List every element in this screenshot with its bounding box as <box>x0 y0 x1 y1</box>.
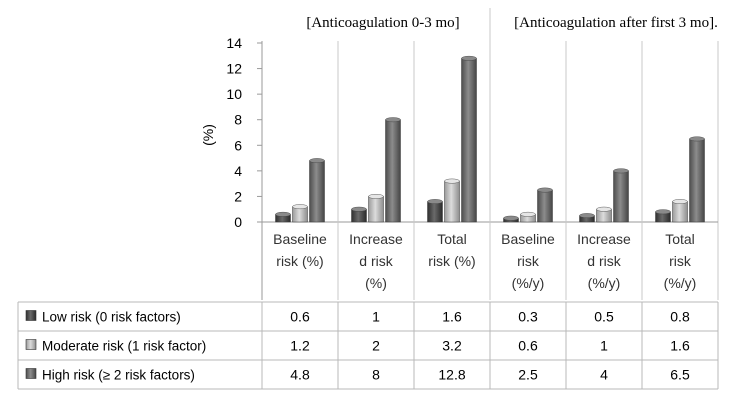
y-axis-label: (%) <box>200 124 216 146</box>
table-value: 12.8 <box>438 367 465 383</box>
category-label: risk <box>669 253 692 269</box>
category-label: Increase <box>349 231 403 247</box>
bar-top-cap <box>503 215 519 221</box>
bar-top-cap <box>427 199 443 204</box>
table-value: 4.8 <box>290 367 310 383</box>
group-header-after-3-months: [Anticoagulation after first 3 mo]. <box>514 15 718 31</box>
legend-label: Low risk (0 risk factors) <box>42 310 181 325</box>
table-value: 1 <box>600 338 608 354</box>
category-label: Baseline <box>501 231 555 247</box>
bar-high-risk <box>537 189 553 223</box>
bar-top-cap <box>672 199 688 204</box>
category-label: (%) <box>365 275 387 291</box>
bar-moderate-risk <box>444 180 460 223</box>
bar-high-risk <box>309 160 325 223</box>
category-label: risk (%) <box>428 253 475 269</box>
bar-top-cap <box>655 209 671 215</box>
bar-moderate-risk <box>672 201 688 223</box>
category-label: Total <box>437 231 467 247</box>
table-value: 4 <box>600 367 608 383</box>
bar-top-cap <box>385 117 401 123</box>
bar-top-cap <box>351 206 367 212</box>
category-label: (%/y) <box>664 275 697 291</box>
bar-high-risk <box>613 170 629 223</box>
bar-top-cap <box>275 211 291 217</box>
bar-top-cap <box>613 168 629 174</box>
bar-top-cap <box>292 204 308 210</box>
bar-top-cap <box>461 55 477 61</box>
legend-swatch-high <box>25 368 37 379</box>
chart-bars <box>25 55 705 379</box>
table-value: 0.8 <box>670 309 690 325</box>
category-label: d risk <box>587 253 621 269</box>
bar-moderate-risk <box>368 196 384 223</box>
category-label: (%/y) <box>512 275 545 291</box>
bar-top-cap <box>579 213 595 219</box>
table-value: 0.6 <box>518 338 538 354</box>
bar-top-cap <box>689 136 705 142</box>
category-label: d risk <box>359 253 393 269</box>
bar-top-cap <box>309 158 325 164</box>
legend-label: Moderate risk (1 risk factor) <box>42 339 206 354</box>
y-tick-label: 4 <box>234 163 242 179</box>
table-value: 2 <box>372 338 380 354</box>
bar-low-risk <box>427 201 443 223</box>
bar-high-risk <box>461 58 477 223</box>
table-value: 1 <box>372 309 380 325</box>
table-value: 0.5 <box>594 309 614 325</box>
chart-grid-lines <box>17 8 719 390</box>
bar-high-risk <box>385 119 401 223</box>
bar-top-cap <box>444 178 460 184</box>
y-tick-label: 14 <box>226 35 242 51</box>
bar-top-cap <box>537 187 553 193</box>
legend-swatch-low <box>25 310 37 321</box>
table-value: 1.2 <box>290 338 310 354</box>
table-value: 1.6 <box>442 309 462 325</box>
y-tick-label: 10 <box>226 86 242 102</box>
category-label: Total <box>665 231 695 247</box>
category-label: Baseline <box>273 231 327 247</box>
table-value: 0.6 <box>290 309 310 325</box>
category-label: risk (%) <box>276 253 323 269</box>
y-tick-label: 2 <box>234 188 242 204</box>
bar-top-cap <box>368 194 384 199</box>
group-header-0-3-months: [Anticoagulation 0-3 mo] <box>306 15 459 31</box>
bar-high-risk <box>689 138 705 223</box>
y-tick-label: 8 <box>234 112 242 128</box>
y-tick-label: 6 <box>234 137 242 153</box>
category-label: Increase <box>577 231 631 247</box>
table-value: 0.3 <box>518 309 538 325</box>
legend-label: High risk (≥ 2 risk factors) <box>42 368 195 383</box>
legend-swatch-moderate <box>25 339 37 350</box>
y-tick-label: 0 <box>234 214 242 230</box>
y-tick-label: 12 <box>226 61 242 77</box>
table-value: 6.5 <box>670 367 690 383</box>
bar-top-cap <box>520 211 536 217</box>
table-value: 2.5 <box>518 367 538 383</box>
table-value: 3.2 <box>442 338 462 354</box>
category-label: (%/y) <box>588 275 621 291</box>
category-label: risk <box>517 253 540 269</box>
bar-top-cap <box>596 206 612 212</box>
table-value: 8 <box>372 367 380 383</box>
table-value: 1.6 <box>670 338 690 354</box>
